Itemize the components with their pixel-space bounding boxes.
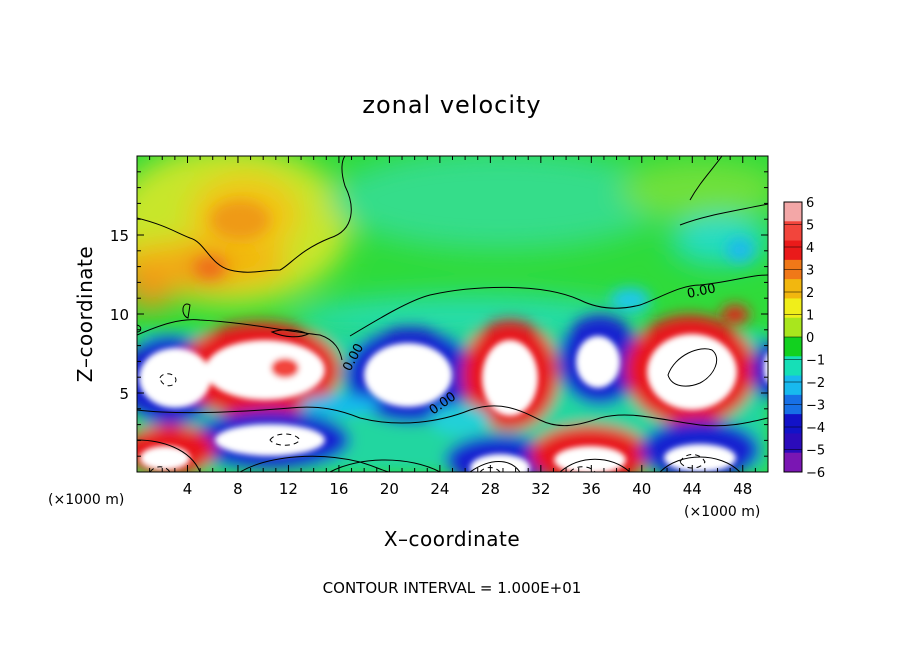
y-tick-label: 10 bbox=[110, 306, 129, 324]
colorbar-swatch bbox=[784, 317, 802, 338]
colorbar-swatch bbox=[784, 240, 802, 261]
colorbar-swatch bbox=[784, 433, 802, 454]
colorbar-swatch bbox=[784, 452, 802, 473]
colorbar-swatch bbox=[784, 298, 802, 319]
colorbar-tick-label: −5 bbox=[806, 444, 825, 459]
y-axis-title: Z–coordinate bbox=[73, 246, 97, 382]
x-tick-label: 48 bbox=[733, 480, 752, 498]
colorbar-tick-label: 3 bbox=[806, 264, 814, 279]
colorbar-tick-label: 0 bbox=[806, 331, 814, 346]
colorbar-tick-label: −1 bbox=[806, 354, 825, 369]
cell-cores bbox=[139, 334, 768, 472]
colorbar-swatch bbox=[784, 202, 802, 222]
x-axis-title: X–coordinate bbox=[384, 527, 520, 551]
chart-title: zonal velocity bbox=[362, 91, 541, 119]
x-tick-label: 4 bbox=[183, 480, 193, 498]
colorbar-tick-label: 5 bbox=[806, 219, 814, 234]
x-tick-label: 36 bbox=[582, 480, 601, 498]
colorbar-tick-label: 1 bbox=[806, 309, 814, 324]
contour-label: 0.00 bbox=[686, 281, 717, 302]
x-tick-label: 20 bbox=[380, 480, 399, 498]
colorbar-swatch bbox=[784, 356, 802, 377]
y-tick-label: 5 bbox=[119, 385, 129, 403]
colorbar-swatch bbox=[784, 337, 802, 357]
colorbar-swatch bbox=[784, 279, 802, 299]
y-tick-label: 15 bbox=[110, 227, 129, 245]
x-tick-label: 24 bbox=[430, 480, 449, 498]
colorbar-tick-label: 4 bbox=[806, 241, 814, 256]
contour-lines bbox=[137, 156, 768, 472]
x-tick-label: 16 bbox=[329, 480, 348, 498]
colorbar-tick-label: −2 bbox=[806, 376, 825, 391]
colorbar-tick-label: 6 bbox=[806, 196, 814, 211]
x-tick-label: 8 bbox=[233, 480, 243, 498]
z-unit-label: (×1000 m) bbox=[684, 504, 760, 520]
x-tick-label: 12 bbox=[279, 480, 298, 498]
heatmap-field bbox=[137, 156, 768, 472]
colorbar-tick-label: −3 bbox=[806, 399, 825, 414]
colorbar-swatch bbox=[784, 221, 802, 242]
colorbar-swatch bbox=[784, 414, 802, 434]
x-tick-label: 32 bbox=[531, 480, 550, 498]
colorbar-swatch bbox=[784, 375, 802, 396]
x-tick-label: 28 bbox=[481, 480, 500, 498]
colorbar: 6 5 4 3 2 1 0 −1 −2 −3 −4 −5 −6 bbox=[783, 196, 825, 481]
colorbar-tick-label: −6 bbox=[806, 466, 825, 481]
x-tick-label: 40 bbox=[632, 480, 651, 498]
colorbar-tick-label: 2 bbox=[806, 286, 814, 301]
x-unit-label: (×1000 m) bbox=[48, 492, 124, 508]
x-tick-label: 44 bbox=[683, 480, 702, 498]
contour-interval-note: CONTOUR INTERVAL = 1.000E+01 bbox=[323, 579, 582, 597]
colorbar-tick-label: −4 bbox=[806, 421, 825, 436]
